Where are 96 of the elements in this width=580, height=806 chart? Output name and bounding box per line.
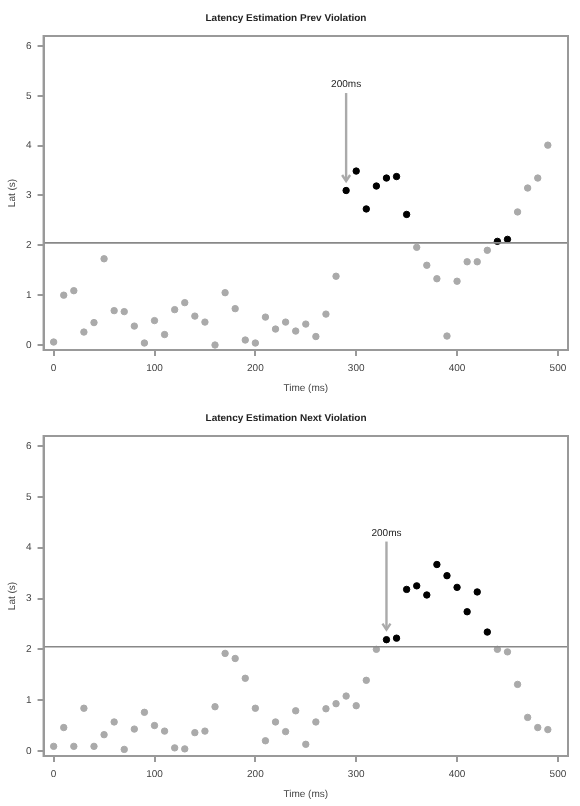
point — [352, 167, 360, 175]
point — [534, 174, 542, 182]
point — [382, 174, 391, 182]
point — [322, 705, 330, 713]
point — [332, 272, 340, 280]
point — [372, 182, 381, 190]
point — [513, 680, 522, 689]
point — [473, 258, 481, 266]
point — [49, 338, 58, 346]
point — [150, 316, 159, 325]
point — [271, 718, 280, 726]
point — [362, 205, 370, 213]
point — [332, 699, 340, 708]
point — [503, 648, 512, 656]
point — [100, 730, 108, 739]
point — [231, 654, 239, 663]
point — [523, 184, 532, 192]
point — [60, 723, 68, 732]
point — [211, 703, 219, 711]
point — [402, 210, 411, 219]
point — [221, 288, 229, 297]
point — [312, 718, 320, 726]
point — [60, 291, 68, 299]
point — [160, 727, 169, 735]
point — [402, 585, 411, 594]
point — [120, 745, 128, 754]
point — [292, 707, 300, 715]
point — [181, 298, 189, 307]
point — [463, 608, 471, 616]
point — [251, 704, 260, 712]
point — [281, 318, 290, 326]
point — [453, 583, 461, 592]
point — [130, 322, 139, 330]
point — [241, 674, 249, 682]
point — [443, 332, 451, 340]
point — [423, 261, 431, 269]
point — [342, 692, 350, 700]
point — [443, 571, 451, 580]
point — [70, 286, 78, 295]
point — [201, 727, 209, 735]
point — [423, 591, 431, 599]
point — [140, 339, 149, 347]
point — [523, 713, 532, 722]
point — [231, 304, 239, 313]
point — [302, 740, 310, 749]
point — [302, 320, 310, 328]
point — [261, 737, 270, 745]
point — [433, 560, 441, 569]
point — [130, 725, 139, 733]
point — [271, 325, 280, 333]
point — [534, 723, 542, 732]
point — [544, 725, 552, 734]
point — [201, 318, 209, 326]
point — [221, 649, 229, 658]
point — [463, 258, 471, 266]
point — [181, 745, 189, 753]
point — [392, 172, 401, 181]
point — [453, 277, 461, 285]
point — [362, 676, 370, 685]
point — [140, 708, 149, 717]
point — [90, 318, 98, 327]
point — [170, 744, 179, 752]
point — [342, 186, 350, 195]
point — [251, 339, 260, 347]
point — [483, 628, 492, 636]
point — [211, 341, 219, 349]
point — [110, 718, 118, 726]
point — [191, 728, 199, 737]
point — [191, 312, 199, 320]
point — [70, 742, 78, 751]
point — [170, 305, 179, 314]
point — [544, 141, 552, 149]
point — [90, 742, 98, 751]
point — [352, 702, 360, 710]
point — [100, 255, 108, 263]
point — [281, 727, 290, 736]
point — [392, 634, 401, 642]
point — [80, 328, 88, 336]
point — [80, 704, 88, 712]
point — [312, 332, 320, 341]
point — [473, 588, 481, 596]
point — [433, 275, 441, 283]
point — [513, 208, 522, 216]
point — [322, 310, 330, 318]
point — [413, 582, 421, 590]
point — [241, 336, 249, 344]
point — [150, 721, 159, 730]
point — [160, 330, 169, 339]
point — [413, 243, 421, 252]
point — [382, 635, 391, 644]
point — [483, 246, 492, 255]
point — [120, 307, 128, 316]
point — [49, 742, 58, 751]
point — [261, 313, 270, 321]
point — [292, 327, 300, 335]
point — [110, 306, 118, 315]
